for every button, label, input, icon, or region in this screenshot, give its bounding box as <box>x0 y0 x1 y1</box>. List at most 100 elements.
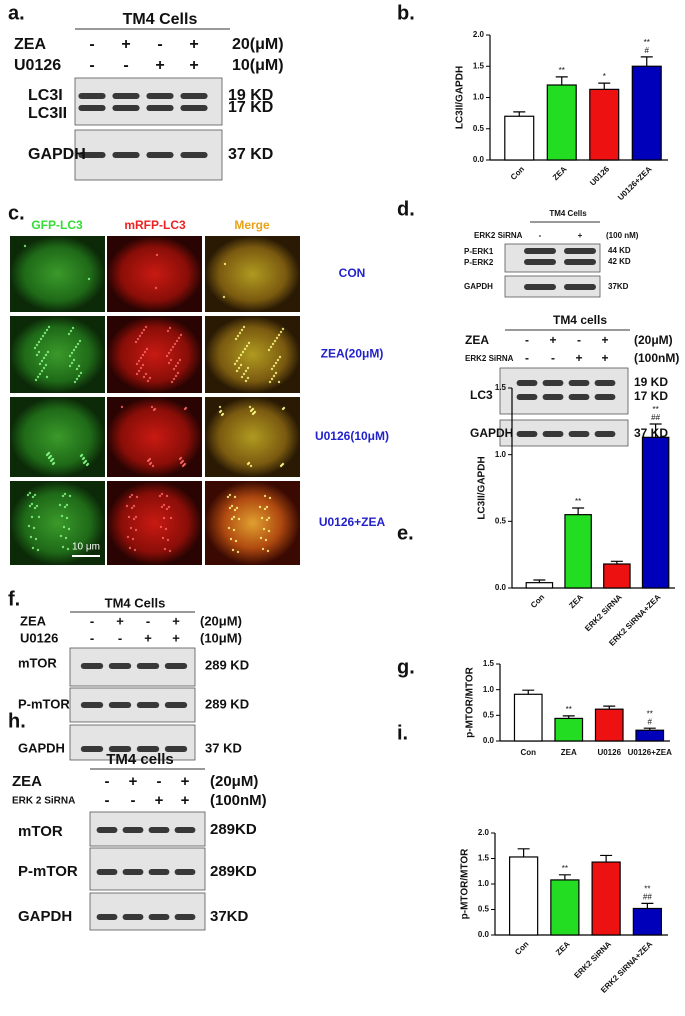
puncta <box>245 344 249 348</box>
puncta <box>237 366 241 370</box>
error-bar <box>555 76 568 85</box>
blot-membrane <box>69 724 196 761</box>
condition-sign: - <box>551 351 555 365</box>
puncta <box>272 364 276 368</box>
puncta <box>228 506 232 510</box>
condition-sign: - <box>89 57 94 74</box>
puncta <box>85 463 89 467</box>
x-tick-label: Con <box>520 748 536 757</box>
band-label: mTOR <box>18 823 63 840</box>
x-tick-label: Con <box>529 592 546 609</box>
puncta <box>229 537 233 541</box>
bar <box>635 729 665 742</box>
puncta <box>160 505 164 509</box>
puncta <box>248 405 252 409</box>
band-size: 19 KD <box>228 87 273 104</box>
puncta <box>120 405 124 409</box>
blot-band <box>112 93 140 99</box>
blot-title: TM4 Cells <box>123 11 198 28</box>
y-tick-label: 1.5 <box>483 659 495 668</box>
puncta <box>259 536 263 540</box>
puncta <box>46 350 50 354</box>
condition-name: ZEA <box>12 773 42 790</box>
error-bar <box>522 689 535 695</box>
x-tick-label: ZEA <box>567 592 585 610</box>
puncta <box>128 546 132 550</box>
channel-label: mRFP-LC3 <box>124 218 186 232</box>
condition-dose: (100 nM) <box>606 231 639 240</box>
micrograph <box>107 316 202 393</box>
puncta <box>162 503 166 507</box>
condition-sign: - <box>157 773 162 790</box>
condition-sign: - <box>131 792 136 809</box>
condition-sign: + <box>181 792 190 809</box>
panel-label: f. <box>8 588 20 610</box>
blot-band <box>80 663 104 669</box>
puncta <box>35 343 39 347</box>
significance: ## <box>643 892 652 901</box>
puncta <box>47 456 51 460</box>
puncta <box>272 374 276 378</box>
puncta <box>169 516 173 520</box>
puncta <box>278 355 282 359</box>
puncta <box>281 407 285 411</box>
blot-band <box>112 105 140 111</box>
puncta <box>135 495 139 499</box>
significance: ** <box>653 405 659 414</box>
blot-title: TM4 cells <box>106 751 174 768</box>
puncta <box>43 331 47 335</box>
puncta <box>66 547 70 551</box>
puncta <box>130 493 134 497</box>
puncta <box>70 361 74 365</box>
y-tick-label: 0.5 <box>483 710 495 719</box>
blot-band <box>148 914 170 920</box>
puncta <box>148 462 152 466</box>
blot-band <box>146 93 174 99</box>
blot-band <box>122 914 144 920</box>
puncta <box>151 464 155 468</box>
puncta <box>249 464 253 468</box>
significance: ** <box>566 705 572 714</box>
puncta <box>183 407 187 411</box>
panel-label: a. <box>8 2 25 24</box>
significance: # <box>648 717 653 726</box>
condition-sign: - <box>577 333 581 347</box>
puncta <box>72 358 76 362</box>
puncta <box>61 545 65 549</box>
blot-band <box>108 746 132 752</box>
puncta <box>77 374 81 378</box>
puncta <box>28 504 32 508</box>
x-tick-label: U0126 <box>588 164 611 187</box>
band-label: P-ERK2 <box>464 258 494 267</box>
condition-sign: - <box>157 36 162 53</box>
puncta <box>127 515 131 519</box>
panel-label: h. <box>8 710 26 732</box>
y-tick-label: 2.0 <box>478 828 490 837</box>
condition-sign: + <box>155 57 164 74</box>
puncta <box>67 527 71 531</box>
micrograph <box>10 316 105 393</box>
y-tick-label: 0.0 <box>473 155 485 164</box>
band-label: GAPDH <box>18 908 72 925</box>
puncta <box>238 331 242 335</box>
bar <box>594 708 624 742</box>
puncta <box>87 277 91 281</box>
puncta <box>141 353 145 357</box>
puncta <box>142 375 146 379</box>
puncta <box>265 518 269 522</box>
puncta <box>228 493 232 497</box>
y-tick-label: 2.0 <box>473 30 485 39</box>
condition-dose: (100nM) <box>634 351 679 365</box>
puncta <box>168 326 172 330</box>
blot-band <box>146 152 174 158</box>
blot-band <box>78 93 106 99</box>
bar <box>631 65 662 161</box>
puncta <box>240 375 244 379</box>
band-size: 17 KD <box>634 389 668 403</box>
blot-band <box>174 827 196 833</box>
bar <box>589 88 620 161</box>
puncta <box>175 339 179 343</box>
condition-sign: + <box>575 351 582 365</box>
y-tick-label: 1.0 <box>495 450 507 459</box>
